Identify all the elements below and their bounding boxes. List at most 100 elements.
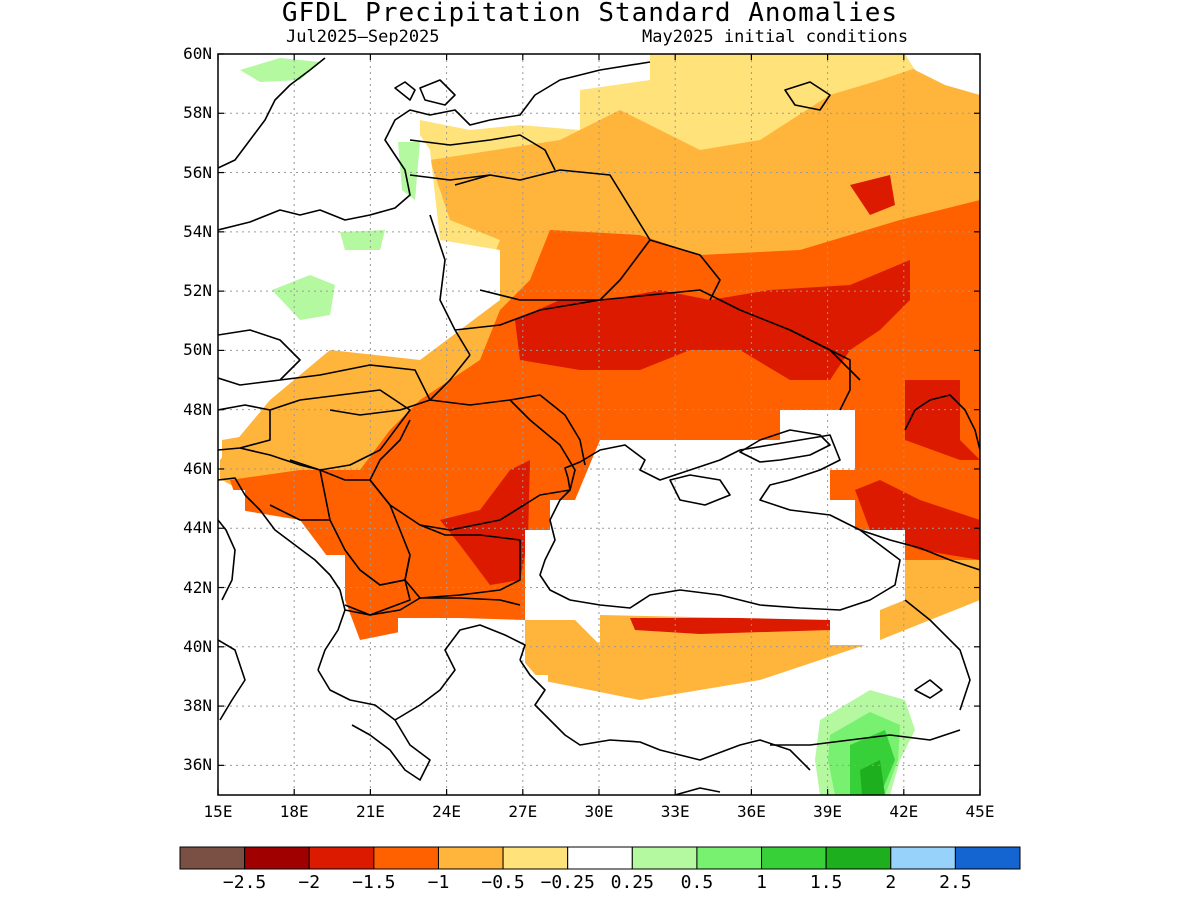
lon-label: 24E <box>432 802 462 821</box>
near-normal-northeast <box>905 54 980 95</box>
colorbar-swatch <box>179 846 246 870</box>
scandinavia-coast <box>218 57 326 169</box>
wet-poland <box>340 230 385 250</box>
lon-label: 27E <box>508 802 538 821</box>
graticule <box>218 54 980 795</box>
lake-van <box>914 679 943 699</box>
colorbar-tick-label: −2.5 <box>222 872 267 893</box>
border-turkey-syria <box>770 729 961 746</box>
lon-label: 39E <box>813 802 843 821</box>
border-croatia <box>239 447 331 521</box>
lat-label: 48N <box>183 399 212 419</box>
lat-label: 54N <box>183 221 212 241</box>
border-bulgaria <box>404 524 521 599</box>
lake-onega <box>784 81 831 111</box>
greece-coast <box>317 624 526 781</box>
colorbar-swatch <box>567 846 633 870</box>
wet-baltic <box>398 142 420 200</box>
axis-ticks <box>217 53 981 795</box>
colorbar-swatch <box>502 846 569 870</box>
lat-label: 60N <box>183 44 212 63</box>
colorbar-swatch <box>825 846 892 870</box>
border-baltics <box>409 134 556 181</box>
colorbar-tick-label: 0.25 <box>610 872 654 893</box>
near-normal-adriatic <box>218 490 345 700</box>
lon-label: 15E <box>203 802 233 821</box>
border-hungary <box>269 389 411 471</box>
lat-label: 42N <box>183 577 212 597</box>
colorbar-tick-label: 0.5 <box>680 872 714 893</box>
initial-conditions: May2025 initial conditions <box>642 27 909 47</box>
colorbar-tick-label: 2.5 <box>939 872 972 893</box>
lon-label: 33E <box>660 802 690 821</box>
border-north-macedonia <box>344 569 411 616</box>
border-armenia-turkey <box>904 599 971 711</box>
italy-coast <box>218 519 246 721</box>
lat-label: 40N <box>183 636 212 656</box>
finland-lakes <box>419 79 456 106</box>
lat-label: 38N <box>183 696 212 716</box>
cyprus-coast <box>674 787 721 795</box>
lon-label: 42E <box>889 802 919 821</box>
anomaly-fields <box>218 54 980 795</box>
colorbar-swatch <box>308 846 375 870</box>
very-dry-caspian <box>905 380 980 460</box>
lat-label: 46N <box>183 458 212 478</box>
lon-label: 21E <box>355 802 385 821</box>
colorbar-tick-label: −1.5 <box>352 872 396 893</box>
colorbar-swatch <box>437 846 504 870</box>
colorbar-tick-label: −0.25 <box>540 872 595 893</box>
forecast-period: Jul2025–Sep2025 <box>286 27 440 47</box>
colorbar-swatch <box>954 846 1021 870</box>
colorbar <box>179 846 1021 870</box>
turkey-coast <box>519 659 811 771</box>
gotland <box>394 81 416 101</box>
colorbar-swatch <box>696 846 763 870</box>
colorbar-tick-label: −2 <box>298 872 321 893</box>
colorbar-swatch <box>761 846 827 870</box>
border-russia-ukraine-east <box>649 239 861 381</box>
border-slovakia <box>279 364 431 401</box>
lat-label: 44N <box>183 518 212 538</box>
very-dry-ukraine <box>515 260 910 380</box>
lon-label: 30E <box>584 802 614 821</box>
colorbar-tick-label: 1 <box>756 872 767 893</box>
coastlines-and-borders <box>218 57 980 795</box>
border-czech <box>218 329 301 386</box>
adriatic-coast <box>218 477 346 671</box>
colorbar-tick-label: −0.5 <box>481 872 525 893</box>
colorbar-swatch <box>373 846 439 870</box>
colorbar-swatch <box>890 846 956 870</box>
colorbar-tick-label: 1.5 <box>809 872 843 893</box>
lat-label: 50N <box>183 340 212 360</box>
chart-title: GFDL Precipitation Standard Anomalies <box>281 0 899 28</box>
crimea-coast <box>669 474 731 506</box>
very-wet-anatolia <box>860 760 885 795</box>
very-dry-volga <box>850 175 895 215</box>
baltic-coast <box>218 61 651 231</box>
border-serbia <box>319 469 411 586</box>
lon-label: 18E <box>279 802 309 821</box>
lat-label: 36N <box>183 755 212 775</box>
colorbar-swatch <box>631 846 698 870</box>
border-romania <box>369 399 576 531</box>
very-dry-caucasus <box>855 480 980 560</box>
colorbar-tick-label: 2 <box>885 872 897 893</box>
border-austria <box>218 404 271 451</box>
colorbar-swatch <box>244 846 310 870</box>
wet-sweden <box>240 58 320 82</box>
black-sea-coast <box>539 434 901 611</box>
colorbar-tick-label: −1 <box>427 872 450 893</box>
caspian-coast <box>904 394 980 451</box>
lon-label: 36E <box>736 802 766 821</box>
lat-label: 52N <box>183 281 212 301</box>
very-dry-turkey-north <box>630 618 830 634</box>
lat-label: 56N <box>183 162 212 182</box>
border-poland-east <box>429 214 471 356</box>
border-georgia <box>859 529 980 571</box>
wet-germany <box>272 275 335 320</box>
border-moldova <box>509 394 586 466</box>
azov-coast <box>739 429 831 463</box>
lat-label: 58N <box>183 103 212 123</box>
